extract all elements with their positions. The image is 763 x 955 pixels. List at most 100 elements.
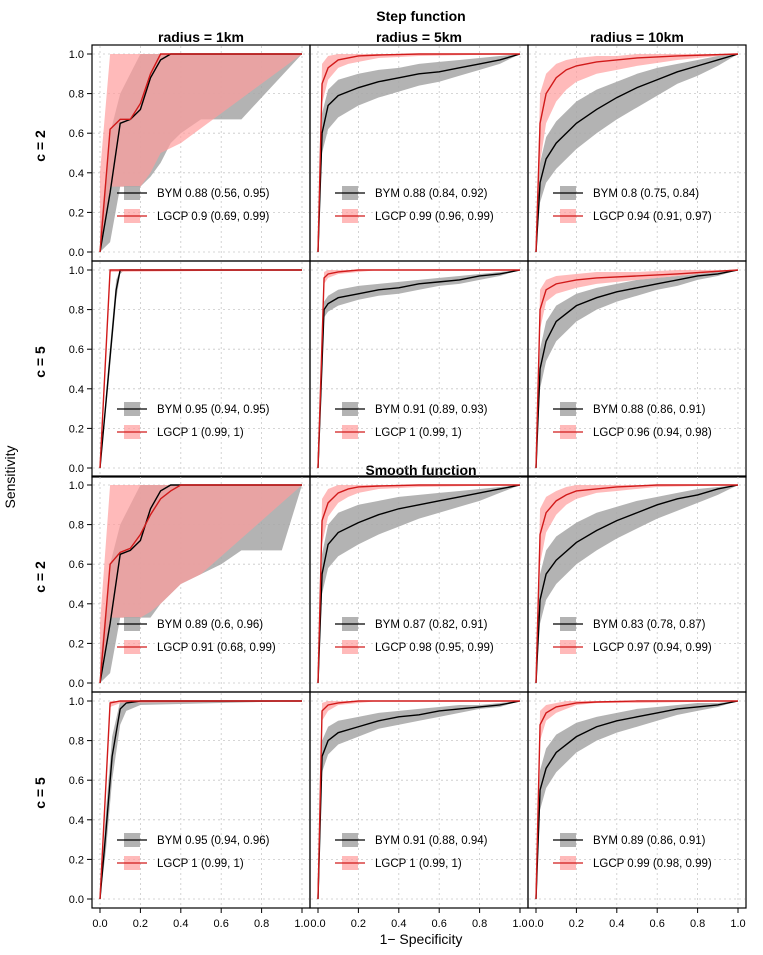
legend-entry: BYM 0.83 (0.78, 0.87): [593, 619, 706, 631]
legend-entry: LGCP 1 (0.99, 1): [375, 858, 462, 870]
y-axis-label: Sensitivity: [2, 445, 18, 508]
panel-8: BYM 0.87 (0.82, 0.91) LGCP 0.98 (0.95, 0.…: [309, 475, 529, 693]
y-tick-label: 0.6: [69, 344, 84, 356]
bym-band: [536, 54, 738, 252]
x-axis-label: 1− Specificity: [380, 931, 463, 947]
y-tick-label: 1.0: [69, 265, 84, 277]
bym-line: [535, 700, 739, 900]
y-tick-label: 0.2: [69, 423, 84, 435]
panel-5: BYM 0.91 (0.89, 0.93) LGCP 1 (0.99, 1): [309, 260, 529, 478]
x-tick-label: 0.0: [92, 918, 107, 930]
bym-line: [317, 53, 521, 253]
y-tick-label: 0.6: [69, 128, 84, 140]
legend-entry: BYM 0.8 (0.75, 0.84): [593, 188, 699, 200]
y-tick-label: 0.6: [69, 775, 84, 787]
x-tick-label: 0.2: [133, 918, 148, 930]
x-tick-label: 0.4: [173, 918, 188, 930]
y-tick-label: 0.0: [69, 463, 84, 475]
lgcp-line: [317, 53, 520, 253]
row-title-3: c = 2: [32, 561, 48, 593]
x-tick-label: 1.0: [294, 918, 309, 930]
y-tick-label: 0.2: [69, 854, 84, 866]
legend-entry: BYM 0.91 (0.88, 0.94): [375, 835, 488, 847]
x-tick-label: 0.6: [432, 918, 447, 930]
bym-band: [318, 270, 520, 468]
y-tick-label: 1.0: [69, 49, 84, 61]
middle-title: Smooth function: [365, 462, 476, 478]
legend-entry: LGCP 1 (0.99, 1): [157, 858, 244, 870]
lgcp-line: [99, 269, 302, 469]
lgcp-band: [536, 54, 738, 252]
lgcp-line: [535, 53, 739, 253]
legend-entry: BYM 0.91 (0.89, 0.93): [375, 404, 488, 416]
x-tick-label: 1.0: [512, 918, 527, 930]
y-tick-label: 0.8: [69, 736, 84, 748]
y-tick-label: 1.0: [69, 480, 84, 492]
bym-line: [535, 53, 739, 253]
panel-11: BYM 0.91 (0.88, 0.94) LGCP 1 (0.99, 1) 0.0…: [309, 691, 529, 930]
lgcp-band: [100, 54, 302, 252]
y-tick-label: 0.8: [69, 520, 84, 532]
y-tick-label: 0.0: [69, 247, 84, 259]
legend-entry: BYM 0.88 (0.86, 0.91): [593, 404, 706, 416]
y-tick-label: 0.8: [69, 305, 84, 317]
bym-band: [100, 701, 302, 899]
bym-line: [317, 269, 521, 469]
y-tick-label: 0.4: [69, 599, 84, 611]
legend-entry: BYM 0.87 (0.82, 0.91): [375, 619, 488, 631]
lgcp-line: [317, 484, 520, 684]
lgcp-line: [317, 700, 520, 900]
legend-entry: LGCP 1 (0.99, 1): [157, 427, 244, 439]
y-tick-label: 0.6: [69, 559, 84, 571]
panel-6: BYM 0.88 (0.86, 0.91) LGCP 0.96 (0.94, 0.…: [527, 260, 747, 478]
panel-frame: [91, 691, 311, 909]
bym-line: [317, 700, 521, 900]
legend-entry: LGCP 0.96 (0.94, 0.98): [593, 427, 712, 439]
legend-entry: LGCP 0.99 (0.96, 0.99): [375, 211, 494, 223]
x-tick-label: 0.0: [310, 918, 325, 930]
row-title-2: c = 5: [32, 346, 48, 378]
legend-entry: LGCP 0.9 (0.69, 0.99): [157, 211, 269, 223]
y-tick-label: 0.4: [69, 384, 84, 396]
panel-12: BYM 0.89 (0.86, 0.91) LGCP 0.99 (0.98, 0.…: [527, 691, 747, 930]
panel-9: BYM 0.83 (0.78, 0.87) LGCP 0.97 (0.94, 0.…: [527, 475, 747, 693]
x-tick-label: 0.8: [690, 918, 705, 930]
column-title-5km: radius = 5km: [376, 29, 462, 45]
panel-7: BYM 0.89 (0.6, 0.96) LGCP 0.91 (0.68, 0.9…: [69, 475, 311, 693]
lgcp-line: [99, 53, 302, 253]
legend-entry: BYM 0.95 (0.94, 0.95): [157, 404, 270, 416]
panel-frame: [527, 260, 747, 478]
y-tick-label: 0.0: [69, 894, 84, 906]
row-title-4: c = 5: [32, 777, 48, 809]
x-tick-label: 0.0: [528, 918, 543, 930]
x-tick-label: 0.6: [214, 918, 229, 930]
x-tick-label: 0.8: [472, 918, 487, 930]
x-tick-label: 0.6: [650, 918, 665, 930]
row-title-1: c = 2: [32, 130, 48, 162]
legend-entry: LGCP 1 (0.99, 1): [375, 427, 462, 439]
panel-1: BYM 0.88 (0.56, 0.95) LGCP 0.9 (0.69, 0.9…: [69, 44, 311, 262]
legend-entry: BYM 0.88 (0.56, 0.95): [157, 188, 270, 200]
bym-line: [535, 269, 739, 469]
lgcp-line: [99, 700, 302, 900]
legend-entry: LGCP 0.98 (0.95, 0.99): [375, 642, 494, 654]
y-tick-label: 1.0: [69, 696, 84, 708]
bym-line: [535, 484, 739, 684]
x-tick-label: 1.0: [730, 918, 745, 930]
legend-entry: LGCP 0.99 (0.98, 0.99): [593, 858, 712, 870]
top-title: Step function: [376, 8, 465, 24]
y-tick-label: 0.0: [69, 678, 84, 690]
panel-10: BYM 0.95 (0.94, 0.96) LGCP 1 (0.99, 1) 0.0…: [69, 691, 311, 930]
column-title-1km: radius = 1km: [158, 29, 244, 45]
legend-entry: BYM 0.89 (0.86, 0.91): [593, 835, 706, 847]
y-tick-label: 0.4: [69, 168, 84, 180]
y-tick-label: 0.2: [69, 638, 84, 650]
legend-entry: LGCP 0.94 (0.91, 0.97): [593, 211, 712, 223]
y-tick-label: 0.2: [69, 207, 84, 219]
lgcp-line: [535, 484, 738, 684]
bym-band: [536, 485, 738, 683]
legend-entry: BYM 0.89 (0.6, 0.96): [157, 619, 263, 631]
lgcp-band: [536, 485, 738, 683]
panel-3: BYM 0.8 (0.75, 0.84) LGCP 0.94 (0.91, 0.9…: [527, 44, 747, 262]
